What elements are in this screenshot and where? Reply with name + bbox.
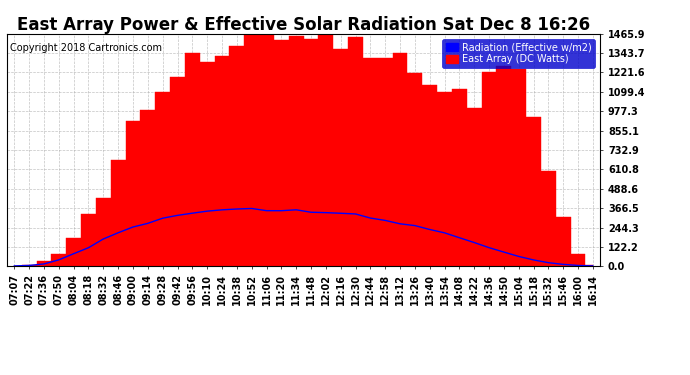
Legend: Radiation (Effective w/m2), East Array (DC Watts): Radiation (Effective w/m2), East Array (…	[442, 39, 595, 68]
Text: Copyright 2018 Cartronics.com: Copyright 2018 Cartronics.com	[10, 43, 162, 52]
Title: East Array Power & Effective Solar Radiation Sat Dec 8 16:26: East Array Power & Effective Solar Radia…	[17, 16, 590, 34]
